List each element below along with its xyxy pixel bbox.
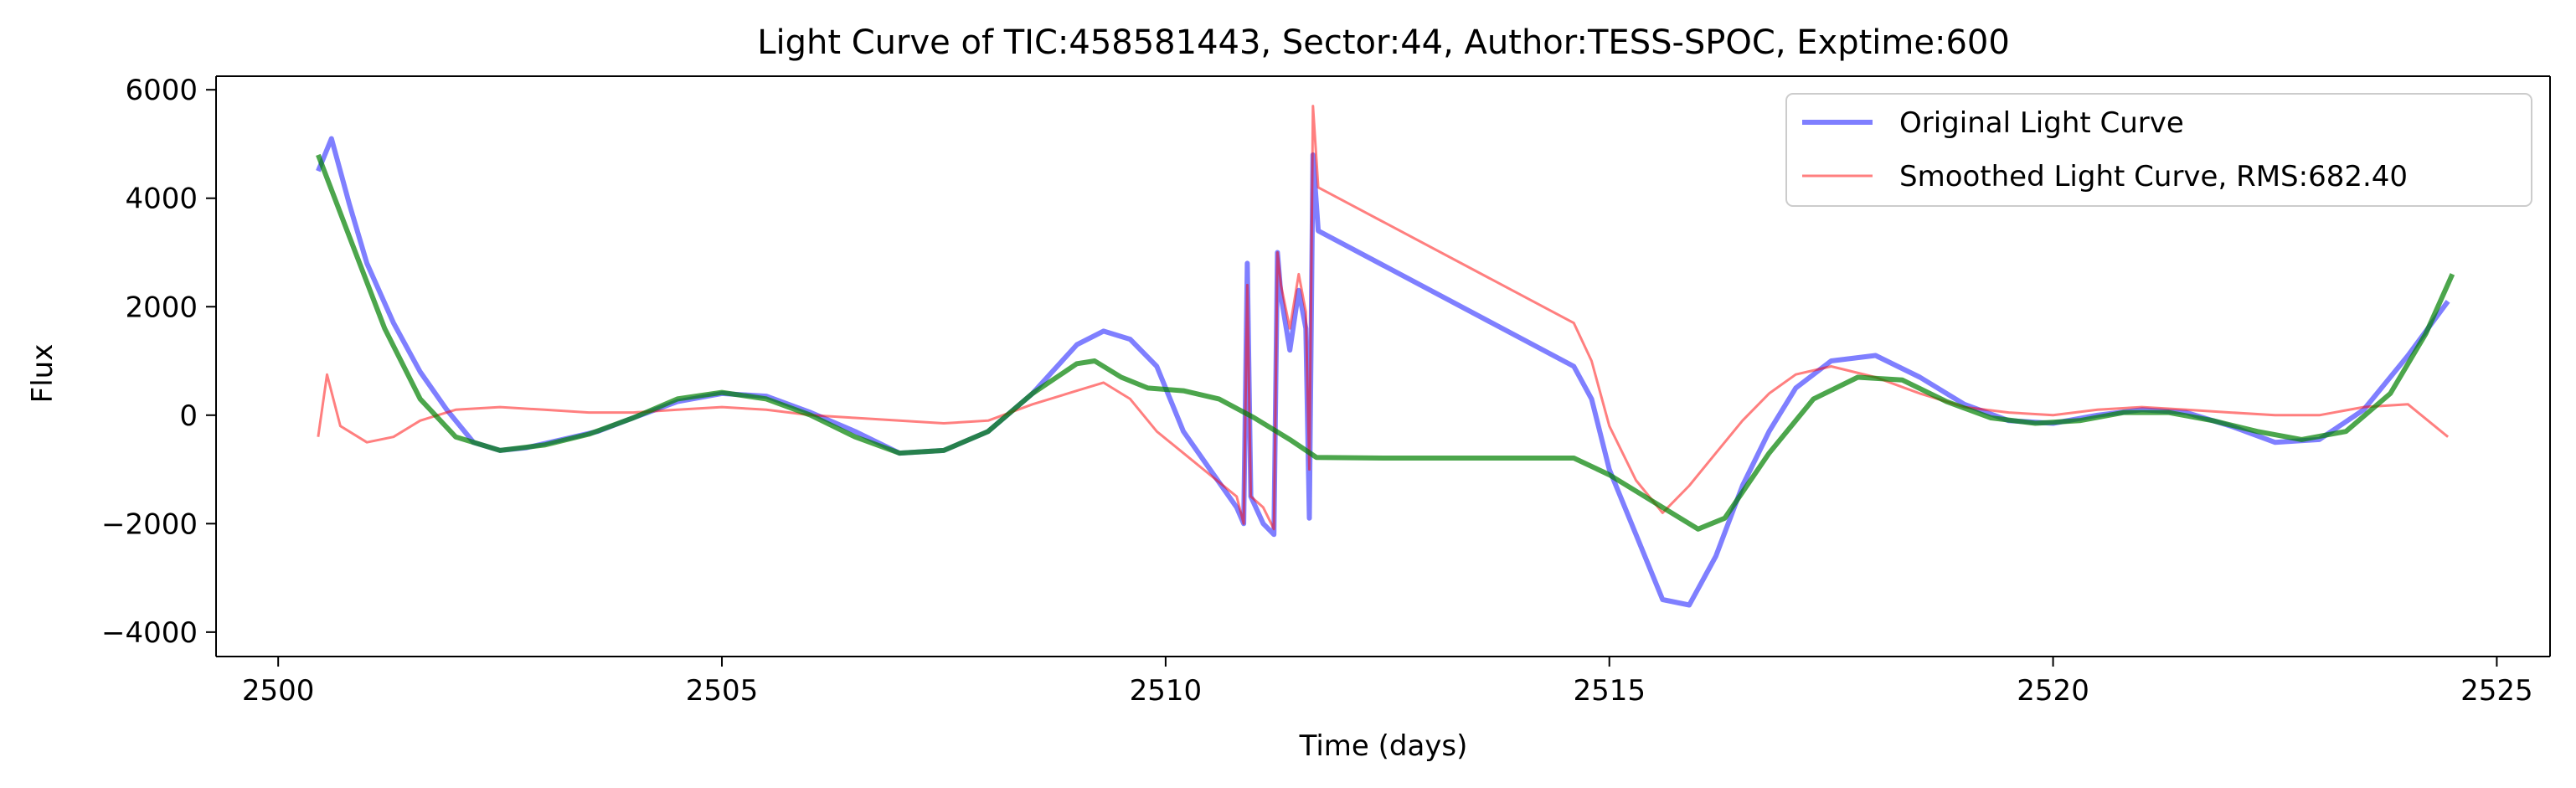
legend: Original Light Curve Smoothed Light Curv… <box>1785 93 2532 207</box>
y-tick-label: 4000 <box>125 183 198 216</box>
x-tick-label: 2510 <box>1130 674 1203 708</box>
y-tick-label: −2000 <box>101 507 198 541</box>
x-axis-label: Time (days) <box>1299 729 1468 763</box>
y-tick-label: 0 <box>179 399 198 433</box>
y-tick-label: −4000 <box>101 616 198 650</box>
series-layer <box>316 105 2455 608</box>
chart-title: Light Curve of TIC:458581443, Sector:44,… <box>757 23 2010 62</box>
x-axis-ticks: 2500 2505 2510 2515 2520 2525 <box>242 657 2533 708</box>
legend-label-smoothed: Smoothed Light Curve, RMS:682.40 <box>1899 160 2408 193</box>
series-smoothed-light-curve <box>317 105 2450 531</box>
y-tick-label: 2000 <box>125 291 198 324</box>
x-tick-label: 2515 <box>1573 674 1646 708</box>
legend-label-original: Original Light Curve <box>1899 106 2184 140</box>
x-tick-label: 2520 <box>2017 674 2089 708</box>
legend-box <box>1785 93 2532 207</box>
x-tick-label: 2505 <box>686 674 759 708</box>
plot-frame <box>215 75 2551 657</box>
y-axis-ticks: −4000 −2000 0 2000 4000 6000 <box>101 74 216 650</box>
series-trend-fit <box>316 153 2455 532</box>
x-tick-label: 2500 <box>242 674 315 708</box>
y-tick-label: 6000 <box>125 74 198 107</box>
x-tick-label: 2525 <box>2460 674 2533 708</box>
y-axis-label: Flux <box>26 344 59 404</box>
